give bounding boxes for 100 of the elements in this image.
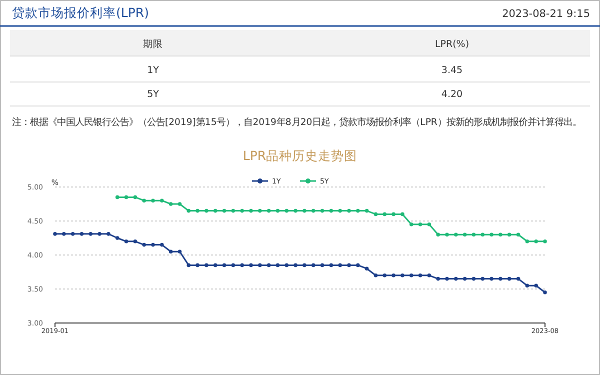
text: 4.20 — [441, 89, 463, 100]
point — [151, 242, 155, 247]
point — [454, 232, 458, 236]
point — [472, 276, 476, 281]
point — [516, 232, 520, 236]
point — [213, 263, 218, 268]
point — [204, 208, 208, 213]
point — [231, 263, 236, 268]
point — [186, 263, 191, 268]
point — [338, 263, 342, 268]
point — [311, 263, 316, 268]
point — [133, 240, 138, 244]
point — [462, 232, 467, 236]
text: 贷款市场报价利率(LPR) — [12, 5, 149, 20]
text: 2023-08-21 9:15 — [502, 8, 590, 20]
point — [320, 263, 324, 268]
point — [294, 263, 298, 268]
point — [258, 208, 262, 213]
point — [374, 212, 378, 216]
point — [106, 232, 110, 236]
point — [133, 195, 138, 200]
point — [186, 208, 191, 213]
point — [364, 208, 369, 213]
point — [240, 263, 244, 268]
point — [525, 240, 530, 244]
point — [249, 263, 253, 268]
point — [480, 276, 485, 281]
point — [462, 276, 467, 281]
text: 注：根据《中国人民银行公告》（公告[2019]第15号），自2019年8月20日起，贷款市场报价利率（LPR）按新的形成机制报价并计算得出。 — [12, 117, 582, 128]
text: LPR(%) — [434, 39, 470, 50]
point — [454, 276, 458, 281]
point — [507, 276, 512, 281]
point — [284, 208, 289, 213]
point — [543, 240, 547, 244]
point — [418, 274, 422, 278]
point — [525, 284, 530, 288]
point — [392, 212, 396, 216]
point — [204, 263, 208, 268]
point — [400, 212, 404, 216]
point — [409, 274, 414, 278]
point — [222, 263, 226, 268]
point — [534, 240, 538, 244]
point — [70, 232, 75, 236]
point — [115, 236, 120, 240]
point — [347, 208, 351, 213]
point — [266, 208, 271, 213]
point — [382, 274, 387, 278]
point — [178, 250, 182, 254]
point — [490, 276, 494, 281]
point — [507, 232, 512, 236]
point — [276, 263, 280, 268]
point — [480, 232, 485, 236]
text: 期限 — [143, 38, 163, 50]
chart-title: LPR品种历史走势图 — [242, 148, 358, 163]
point — [543, 290, 547, 294]
point — [427, 222, 432, 226]
point — [266, 263, 271, 268]
point — [160, 198, 164, 202]
point — [196, 263, 200, 268]
point — [53, 232, 57, 236]
point — [382, 212, 387, 216]
point — [445, 276, 449, 281]
point — [151, 198, 155, 202]
point — [124, 195, 128, 200]
point — [445, 232, 449, 236]
point — [168, 202, 173, 206]
point — [258, 263, 262, 268]
point — [98, 232, 102, 236]
point — [142, 198, 146, 202]
point — [356, 263, 360, 268]
point — [302, 263, 306, 268]
point — [168, 250, 173, 254]
point — [374, 274, 378, 278]
point — [329, 208, 334, 213]
point — [498, 232, 502, 236]
point — [284, 263, 289, 268]
point — [516, 276, 520, 281]
text: 1Y — [147, 65, 160, 76]
point — [329, 263, 334, 268]
point — [490, 232, 494, 236]
point — [400, 274, 404, 278]
point — [534, 284, 538, 288]
point — [338, 208, 342, 213]
point — [472, 232, 476, 236]
point — [62, 232, 66, 236]
point — [80, 232, 84, 236]
point — [249, 208, 253, 213]
point — [427, 274, 432, 278]
point — [124, 240, 128, 244]
point — [409, 222, 414, 226]
point — [196, 208, 200, 213]
point — [115, 195, 120, 200]
point — [392, 274, 396, 278]
text: 5Y — [147, 89, 160, 100]
point — [498, 276, 502, 281]
point — [347, 263, 351, 268]
point — [231, 208, 236, 213]
point — [222, 208, 226, 213]
point — [356, 208, 360, 213]
text: 3.45 — [441, 65, 463, 76]
